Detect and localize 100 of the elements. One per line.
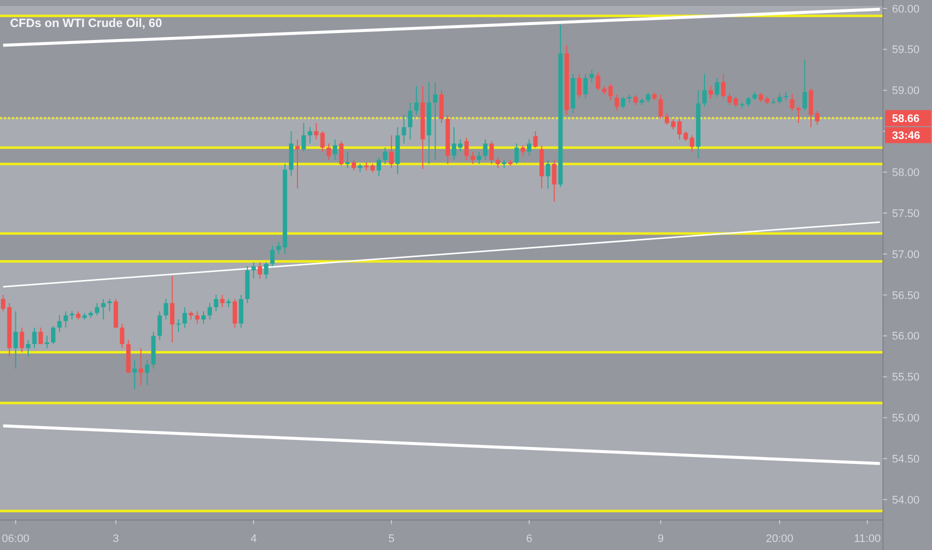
candlestick <box>164 298 168 320</box>
candlestick <box>633 94 638 106</box>
candlestick <box>220 294 225 308</box>
y-tick-label: 60.00 <box>892 3 920 16</box>
candlestick <box>132 360 137 390</box>
candlestick <box>38 327 43 345</box>
candlestick <box>677 118 682 140</box>
candlestick <box>526 138 532 156</box>
candlestick <box>158 310 162 340</box>
candlestick <box>671 118 676 130</box>
candlestick <box>26 339 30 357</box>
candlestick <box>195 310 200 324</box>
candlestick <box>583 73 588 99</box>
candlestick <box>520 144 526 156</box>
candlestick <box>658 94 663 120</box>
candlestick <box>94 302 100 316</box>
candlestick <box>258 262 262 280</box>
candlestick <box>264 262 268 280</box>
candlestick <box>489 140 494 164</box>
x-tick-label: 11:00 <box>854 533 881 545</box>
candlestick <box>345 151 350 169</box>
candlestick <box>389 134 394 169</box>
candlestick <box>251 262 256 280</box>
candlestick <box>483 138 488 160</box>
candlestick <box>552 159 556 202</box>
candlestick <box>596 72 600 91</box>
text: CFDs on WTI Crude Oil, 60 <box>10 16 162 30</box>
text: 33:46 <box>892 130 920 142</box>
candlestick <box>232 298 238 328</box>
candlestick <box>614 94 620 112</box>
y-tick-label: 54.50 <box>892 453 920 466</box>
candlestick <box>620 96 626 109</box>
candlestick <box>646 92 650 104</box>
candlestick <box>352 159 356 172</box>
candlestick <box>514 143 519 164</box>
candlestick <box>170 276 174 343</box>
y-tick-label: 55.50 <box>892 372 920 384</box>
candlestick <box>308 126 312 144</box>
y-tick-label: 55.00 <box>892 412 920 425</box>
candlestick <box>182 306 187 328</box>
y-tick-label: 57.50 <box>892 208 920 220</box>
candlestick <box>721 73 726 99</box>
candlestick <box>758 92 764 102</box>
candlestick <box>690 134 694 152</box>
candlestick <box>332 138 338 160</box>
y-tick-label: 59.50 <box>892 44 920 56</box>
candlestick <box>746 96 751 108</box>
candlestick <box>107 298 112 312</box>
candlestick <box>302 122 306 152</box>
x-tick-label: 4 <box>250 533 257 545</box>
candlestick <box>57 314 62 332</box>
x-tick-label: 3 <box>112 533 119 545</box>
candlestick <box>339 140 344 166</box>
ref-line-label: 58.66 <box>892 112 920 125</box>
candlestick <box>590 69 594 83</box>
candlestick <box>470 151 476 164</box>
candlestick <box>270 245 275 267</box>
candlestick <box>533 130 538 148</box>
candlestick <box>802 60 807 112</box>
candlestick <box>815 110 820 126</box>
candlestick <box>452 126 456 160</box>
candlestick <box>326 143 331 160</box>
candlestick <box>144 360 150 386</box>
candlestick <box>777 92 782 104</box>
candlestick <box>702 73 707 108</box>
candlestick <box>458 138 462 152</box>
x-tick-label: 20:00 <box>766 533 794 545</box>
candlestick <box>320 130 325 152</box>
candlestick <box>684 130 688 142</box>
candlestick <box>13 310 18 370</box>
candlestick <box>64 310 68 328</box>
candlestick <box>464 137 469 160</box>
x-tick-label: 5 <box>388 533 394 545</box>
candlestick <box>138 348 144 386</box>
y-tick-label: 56.00 <box>892 330 920 343</box>
candlestick <box>414 86 419 116</box>
candlestick <box>790 94 794 112</box>
y-tick-label: 58.00 <box>892 167 920 179</box>
x-tick-label: 9 <box>658 533 664 545</box>
candlestick <box>208 302 212 320</box>
candlestick <box>496 156 500 169</box>
candlestick <box>476 151 482 164</box>
y-tick-label: 56.50 <box>892 290 920 302</box>
y-tick-label: 57.00 <box>892 248 920 261</box>
candlestick <box>382 147 388 164</box>
candlestick <box>376 156 382 177</box>
candlestick <box>714 78 720 98</box>
candlestick <box>20 327 24 353</box>
candlestick <box>402 114 406 144</box>
candlestick <box>51 326 56 345</box>
candlestick <box>314 122 318 140</box>
candlestick <box>433 82 438 160</box>
candlestick <box>577 73 582 99</box>
y-tick-label: 59.00 <box>892 85 920 98</box>
candlestick <box>120 323 124 349</box>
candlestick <box>408 102 412 140</box>
candlestick <box>664 112 670 126</box>
candlestick <box>608 83 613 101</box>
candlestick <box>101 298 106 320</box>
candlestick <box>708 86 713 99</box>
